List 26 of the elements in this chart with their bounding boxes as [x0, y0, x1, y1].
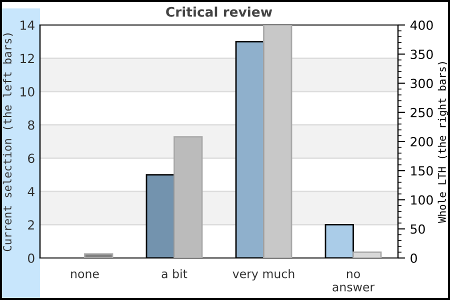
y2-tick-label: 350 — [410, 50, 433, 60]
bar — [352, 251, 382, 258]
y2-tick-label: 100 — [411, 195, 433, 205]
y-tick-label: 4 — [28, 187, 34, 196]
x-tick-label: very much — [232, 269, 294, 281]
y2-tick-label: 300 — [410, 78, 433, 88]
x-tick-label: a bit — [162, 269, 188, 278]
y-tick-label: 12 — [20, 54, 34, 64]
x-tick-label: none — [71, 271, 99, 278]
y-axis-title: Current selection (the left bars) — [2, 33, 13, 252]
y2-tick-label: 200 — [410, 136, 433, 146]
y2-tick-label: 400 — [410, 20, 433, 30]
y2-tick-label: 50 — [410, 224, 425, 234]
y2-axis-title: Whole LTH (the right bars) — [438, 62, 448, 224]
bar — [84, 253, 114, 258]
chart-title: Critical review — [166, 6, 272, 17]
y-tick-label: 6 — [28, 154, 34, 164]
y-tick-label: 2 — [28, 220, 34, 230]
y2-tick-label: 0 — [410, 253, 417, 263]
y-tick-label: 14 — [20, 20, 34, 30]
y-tick-label: 10 — [20, 87, 34, 96]
y-tick-label: 8 — [28, 120, 34, 130]
y-tick-label: 0 — [28, 253, 34, 263]
y2-tick-label: 150 — [411, 166, 433, 176]
x-tick-label: no answer — [332, 271, 375, 292]
y2-tick-label: 250 — [410, 108, 433, 118]
